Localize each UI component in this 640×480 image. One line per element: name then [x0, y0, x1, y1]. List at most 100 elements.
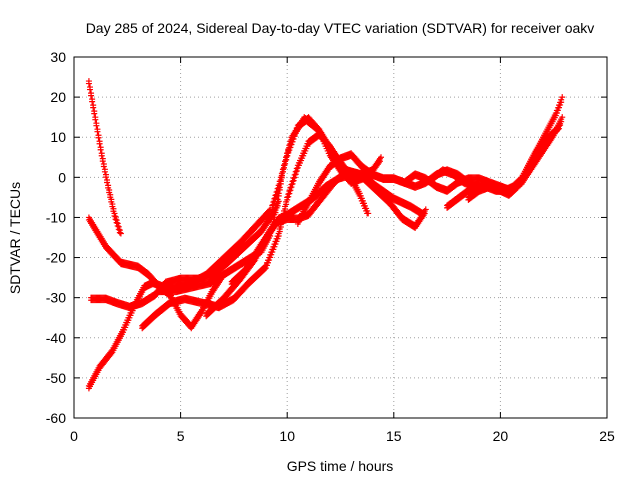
data-point [86, 86, 93, 93]
data-point [286, 147, 293, 154]
data-point [96, 140, 103, 147]
data-point [104, 179, 111, 186]
data-point [293, 127, 300, 134]
data-point [113, 219, 120, 226]
data-point [97, 146, 104, 153]
data-point [282, 160, 289, 167]
data-point [276, 228, 283, 235]
y-tick-label: -40 [46, 330, 66, 346]
y-tick-label: 30 [50, 49, 66, 65]
data-point [266, 257, 273, 264]
plot-frame [73, 56, 608, 419]
data-point [278, 172, 285, 179]
data-point [282, 205, 289, 212]
x-tick-label: 5 [177, 428, 185, 444]
data-point [283, 201, 290, 208]
x-axis-label: GPS time / hours [287, 458, 394, 474]
data-point [291, 174, 298, 181]
y-tick-label: -50 [46, 370, 66, 386]
data-point [269, 249, 276, 256]
data-point [92, 116, 99, 123]
y-tick-label: -30 [46, 290, 66, 306]
data-point [288, 184, 295, 191]
data-point [421, 210, 428, 217]
data-point [98, 152, 105, 159]
data-point [272, 209, 279, 216]
data-point [290, 177, 297, 184]
data-point [558, 118, 565, 125]
data-point [290, 135, 297, 142]
data-point [552, 112, 559, 119]
data-point [261, 266, 268, 273]
data-point [271, 198, 278, 205]
data-point [287, 187, 294, 194]
data-point [284, 196, 291, 203]
data-point [422, 206, 429, 213]
data-point [378, 154, 385, 161]
data-point [116, 229, 123, 236]
data-point [115, 226, 122, 233]
data-point [95, 134, 102, 141]
data-point [283, 156, 290, 163]
data-point [89, 98, 96, 105]
data-point [270, 246, 277, 253]
y-axis-label: SDTVAR / TECUs [7, 182, 23, 294]
data-point [293, 168, 300, 175]
data-point [88, 92, 95, 99]
data-point [288, 141, 295, 148]
data-point [274, 235, 281, 242]
data-point [93, 122, 100, 129]
data-point [117, 230, 124, 237]
data-point [262, 265, 269, 272]
data-point [108, 350, 115, 357]
series-track-j [294, 150, 515, 227]
data-point [556, 104, 563, 111]
data-point [289, 180, 296, 187]
data-point [265, 259, 272, 266]
data-point [102, 174, 109, 181]
data-point [553, 109, 560, 116]
y-tick-label: -10 [46, 209, 66, 225]
data-point [112, 216, 119, 223]
data-point [279, 168, 286, 175]
series-track-a [85, 78, 124, 237]
data-point [376, 158, 383, 165]
data-point [90, 104, 97, 111]
x-tick-label: 10 [279, 428, 295, 444]
data-point [289, 138, 296, 145]
data-point [286, 190, 293, 197]
data-point [273, 238, 280, 245]
chart-title: Day 285 of 2024, Sidereal Day-to-day VTE… [86, 20, 595, 36]
data-point [263, 262, 270, 269]
data-point [276, 180, 283, 187]
data-point [559, 114, 566, 121]
y-tick-label: -60 [46, 410, 66, 426]
data-point [285, 193, 292, 200]
data-point [292, 130, 299, 137]
x-tick-label: 20 [493, 428, 509, 444]
data-point [101, 168, 108, 175]
data-marks [85, 78, 566, 392]
data-point [273, 191, 280, 198]
x-tick-label: 15 [386, 428, 402, 444]
series-track-m [465, 114, 566, 203]
y-tick-label: 10 [50, 129, 66, 145]
data-point [275, 232, 282, 239]
data-point [85, 80, 92, 87]
data-point [277, 176, 284, 183]
x-tick-label: 25 [599, 428, 615, 444]
data-point [114, 222, 121, 229]
data-point [111, 212, 118, 219]
data-point [267, 254, 274, 261]
data-point [365, 210, 372, 217]
y-tick-label: -20 [46, 250, 66, 266]
data-point [272, 241, 279, 248]
data-point [94, 128, 101, 135]
data-point [554, 107, 561, 114]
data-point [291, 133, 298, 140]
y-tick-label: 0 [58, 169, 66, 185]
data-point [281, 164, 288, 171]
data-point [558, 99, 565, 106]
